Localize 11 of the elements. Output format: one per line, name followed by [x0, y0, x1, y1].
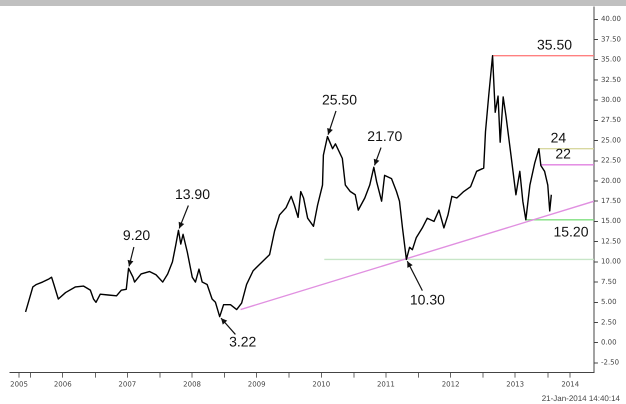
annotation: 10.30 — [410, 291, 446, 308]
annotation: 15.20 — [553, 224, 589, 240]
annotation: 9.20 — [122, 227, 150, 244]
annotation: 24 — [550, 130, 566, 146]
annotation: 13.90 — [174, 186, 210, 202]
text: 21-Jan-2014 14:40:14 — [542, 394, 620, 403]
annotation: 22 — [555, 146, 572, 162]
annotation: 21.70 — [367, 128, 403, 144]
annotation: 25.50 — [322, 91, 358, 108]
annotation: 35.50 — [536, 36, 572, 53]
annotation: 3.22 — [229, 334, 257, 350]
